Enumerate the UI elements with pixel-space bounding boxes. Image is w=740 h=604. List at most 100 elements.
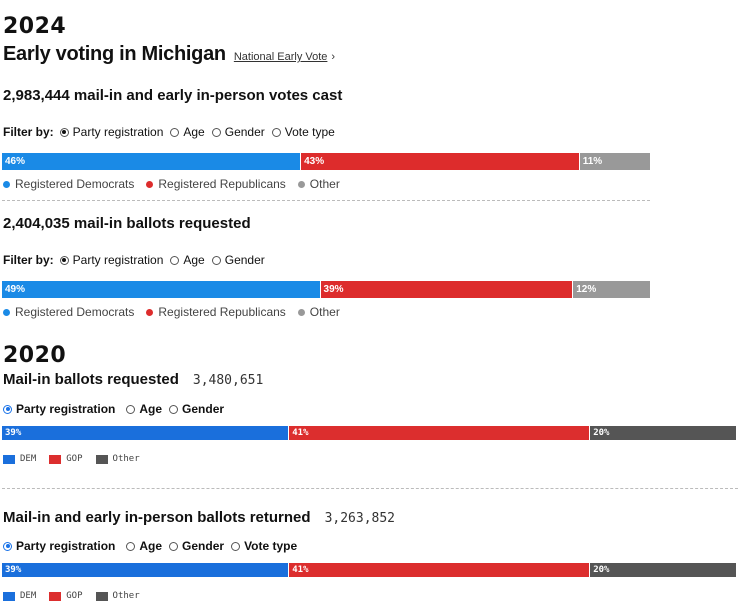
section-divider: [2, 200, 650, 201]
votes-cast-label: mail-in and early in-person votes cast: [73, 87, 343, 104]
filter-option-label: Vote type: [244, 539, 298, 553]
legend-square-icon: [49, 454, 62, 464]
filter-option-vote-type[interactable]: Vote type: [231, 539, 297, 553]
legend-square-icon: [95, 591, 108, 601]
returned-2020-filter: Party registration Age Gender Vote type: [3, 539, 304, 553]
filter-option-gender[interactable]: Gender: [211, 125, 265, 139]
year-2024-heading: 2024: [3, 14, 67, 39]
returned-2020-count: 3,263,852: [324, 511, 396, 526]
legend-square-icon: [95, 454, 108, 464]
bar-segment-dem: 49%: [2, 281, 320, 298]
radio-icon: [271, 127, 281, 137]
requested-2020-heading: Mail-in ballots requested 3,480,651: [3, 371, 263, 388]
radio-icon: [170, 255, 180, 265]
legend-dot-icon: [3, 308, 10, 316]
legend-label: Other: [309, 177, 340, 191]
legend-label: Registered Democrats: [15, 177, 135, 191]
requested-2020-title: Mail-in ballots requested: [3, 371, 179, 388]
legend-label: GOP: [66, 454, 83, 464]
legend-item-gop: Registered Republicans: [146, 305, 286, 319]
filter-option-label: Party registration: [16, 539, 116, 553]
legend-item-dem: DEM: [3, 454, 36, 464]
bar-segment-gop: 41%: [288, 563, 590, 577]
legend-item-dem: Registered Democrats: [3, 305, 134, 319]
radio-icon: [126, 404, 136, 414]
filter-option-label: Gender: [182, 402, 225, 416]
votes-cast-bar: 46% 43% 11%: [2, 153, 650, 170]
legend-item-dem: DEM: [3, 591, 36, 601]
legend-square-icon: [3, 454, 15, 464]
radio-icon: [211, 127, 221, 137]
bar-segment-gop: 41%: [288, 426, 590, 440]
ballots-requested-legend: Registered Democrats Registered Republic…: [3, 305, 352, 319]
bar-segment-gop: 39%: [319, 281, 573, 298]
legend-label: Other: [309, 305, 340, 319]
ballots-requested-label: mail-in ballots requested: [73, 215, 251, 232]
national-early-vote-link[interactable]: National Early Vote ›: [234, 51, 335, 63]
filter-option-gender[interactable]: Gender: [211, 253, 265, 267]
section-divider: [2, 488, 738, 489]
filter-option-label: Age: [139, 402, 163, 416]
page-title: Early voting in Michigan: [3, 43, 226, 65]
legend-dot-icon: [297, 308, 305, 316]
bar-segment-dem: 39%: [2, 426, 289, 440]
filter-label: Filter by:: [3, 253, 54, 267]
legend-dot-icon: [146, 180, 154, 188]
filter-option-age[interactable]: Age: [126, 402, 162, 416]
ballots-requested-bar: 49% 39% 12%: [2, 281, 650, 298]
bar-segment-other: 12%: [572, 281, 650, 298]
chevron-right-icon: ›: [331, 51, 336, 63]
legend-dot-icon: [146, 308, 154, 316]
filter-option-party-registration[interactable]: Party registration: [59, 253, 164, 267]
bar-segment-other: 20%: [589, 426, 736, 440]
returned-2020-bar: 39% 41% 20%: [2, 563, 736, 577]
year-2020-heading: 2020: [3, 343, 67, 368]
filter-option-label: Gender: [224, 125, 265, 139]
ballots-requested-heading: 2,404,035 mail-in ballots requested: [3, 215, 251, 232]
legend-label: Other: [112, 591, 140, 601]
filter-option-label: Vote type: [284, 125, 335, 139]
legend-item-other: Other: [95, 454, 140, 464]
legend-square-icon: [3, 591, 15, 601]
filter-option-party-registration[interactable]: Party registration: [3, 539, 115, 553]
radio-selected-icon: [59, 127, 69, 137]
filter-option-age[interactable]: Age: [170, 253, 205, 267]
filter-option-label: Party registration: [72, 125, 164, 139]
radio-icon: [231, 541, 241, 551]
legend-label: DEM: [20, 454, 37, 464]
filter-option-age[interactable]: Age: [170, 125, 205, 139]
votes-cast-legend: Registered Democrats Registered Republic…: [3, 177, 352, 191]
filter-option-vote-type[interactable]: Vote type: [271, 125, 335, 139]
legend-label: Registered Republicans: [158, 177, 286, 191]
filter-option-label: Gender: [182, 539, 225, 553]
filter-option-age[interactable]: Age: [126, 539, 162, 553]
radio-selected-icon: [3, 404, 12, 414]
page-header: Early voting in Michigan National Early …: [3, 43, 335, 66]
bar-segment-other: 11%: [578, 153, 650, 170]
filter-option-label: Party registration: [72, 253, 164, 267]
legend-item-other: Other: [95, 591, 140, 601]
radio-icon: [126, 541, 136, 551]
legend-item-gop: GOP: [49, 454, 83, 464]
filter-option-party-registration[interactable]: Party registration: [59, 125, 164, 139]
legend-label: DEM: [20, 591, 37, 601]
radio-selected-icon: [59, 255, 69, 265]
returned-2020-heading: Mail-in and early in-person ballots retu…: [3, 509, 395, 526]
legend-item-gop: GOP: [49, 591, 83, 601]
requested-2020-count: 3,480,651: [192, 373, 264, 388]
filter-option-gender[interactable]: Gender: [169, 539, 224, 553]
bar-segment-gop: 43%: [300, 153, 579, 170]
filter-option-party-registration[interactable]: Party registration: [3, 402, 115, 416]
radio-selected-icon: [3, 541, 12, 551]
legend-dot-icon: [3, 180, 10, 188]
returned-2020-title: Mail-in and early in-person ballots retu…: [3, 509, 311, 526]
filter-option-label: Age: [139, 539, 163, 553]
votes-cast-count: 2,983,444: [3, 87, 70, 104]
requested-2020-bar: 39% 41% 20%: [2, 426, 736, 440]
bar-segment-other: 20%: [589, 563, 736, 577]
filter-option-label: Age: [183, 125, 205, 139]
radio-icon: [211, 255, 221, 265]
filter-option-gender[interactable]: Gender: [169, 402, 224, 416]
legend-label: GOP: [66, 591, 83, 601]
ballots-requested-filter: Filter by: Party registration Age Gender: [3, 253, 272, 267]
